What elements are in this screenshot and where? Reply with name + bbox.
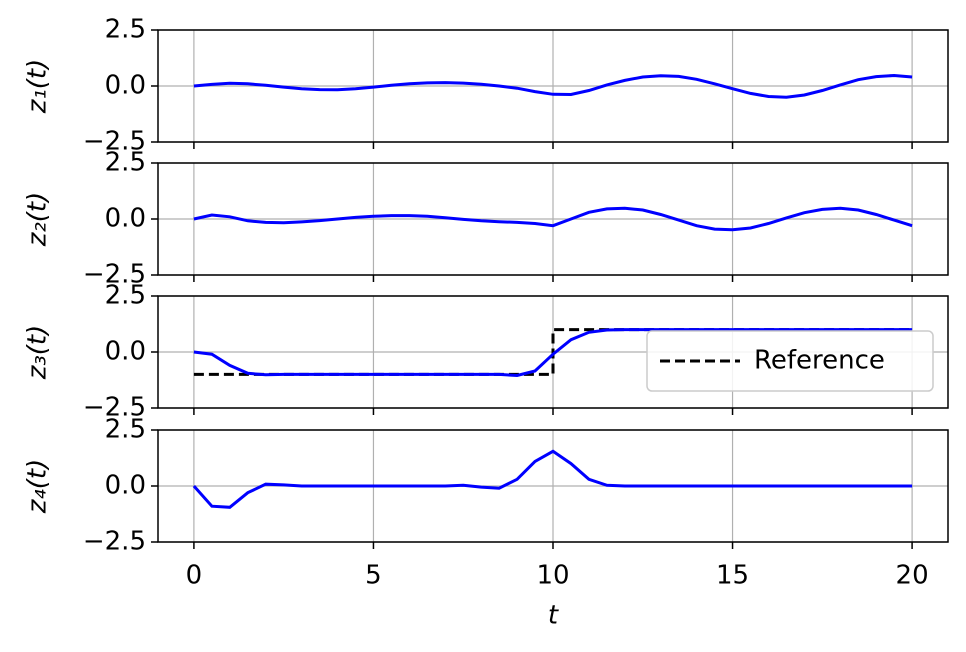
x-tick-label: 15 [716, 561, 749, 591]
x-axis-label: t [548, 601, 559, 631]
y-axis-label: z₁(t) [23, 59, 53, 115]
y-tick-label: 0.0 [105, 337, 146, 367]
x-tick-label: 0 [186, 561, 203, 591]
legend-box [646, 330, 934, 392]
y-tick-label: 2.5 [105, 415, 146, 445]
data-line [193, 206, 913, 232]
y-tick-label: −2.5 [83, 393, 146, 423]
y-tick-label: 2.5 [105, 148, 146, 178]
y-axis-label: z₄(t) [23, 459, 53, 515]
y-tick-label: 2.5 [105, 15, 146, 45]
y-axis-label: z₃(t) [23, 325, 53, 381]
data-line [193, 328, 913, 376]
data-line [192, 449, 913, 509]
y-tick-label: −2.5 [83, 527, 146, 557]
y-tick-label: 2.5 [105, 281, 146, 311]
y-tick-label: 0.0 [105, 471, 146, 501]
y-axis-label: z₂(t) [23, 192, 53, 248]
x-tick-label: 20 [896, 561, 929, 591]
data-line [193, 73, 913, 99]
legend-label: Reference [754, 346, 885, 376]
data-line [193, 328, 913, 378]
y-tick-label: −2.5 [83, 127, 146, 157]
x-tick-label: 10 [536, 561, 569, 591]
y-tick-label: −2.5 [83, 260, 146, 290]
x-tick-label: 5 [365, 561, 382, 591]
y-tick-label: 0.0 [105, 71, 146, 101]
y-tick-label: 0.0 [105, 204, 146, 234]
